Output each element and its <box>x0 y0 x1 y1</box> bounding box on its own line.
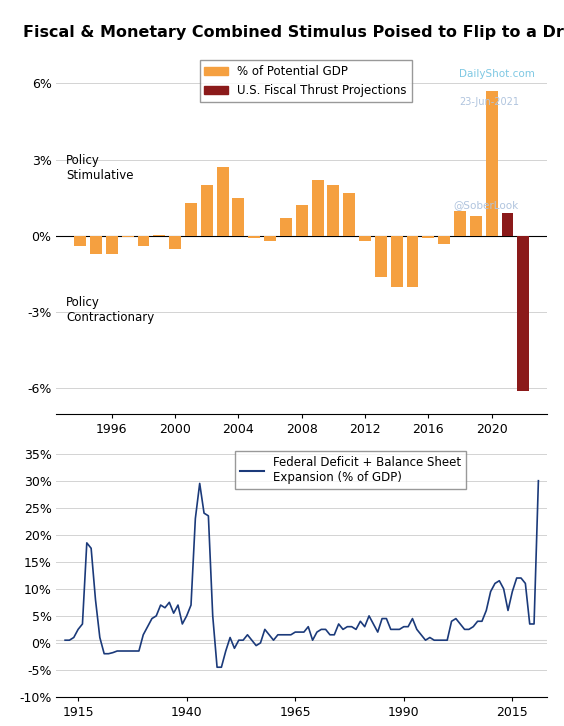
Bar <box>185 203 197 236</box>
Bar <box>517 236 529 391</box>
Bar <box>312 180 324 236</box>
Text: @SoberLook: @SoberLook <box>454 200 519 211</box>
Bar <box>280 219 292 236</box>
Bar <box>343 193 355 236</box>
Bar <box>201 185 213 236</box>
Bar <box>422 236 434 238</box>
Text: Policy
Contractionary: Policy Contractionary <box>66 296 155 325</box>
Bar <box>264 236 276 241</box>
Bar <box>232 198 244 236</box>
Bar <box>328 185 340 236</box>
Bar <box>470 216 482 236</box>
Bar <box>501 213 513 236</box>
Bar <box>169 236 181 248</box>
Bar <box>138 236 149 246</box>
Bar <box>90 236 102 254</box>
Bar <box>438 236 450 244</box>
Text: Policy
Stimulative: Policy Stimulative <box>66 154 134 182</box>
Bar <box>122 236 134 237</box>
Text: Fiscal & Monetary Combined Stimulus Poised to Flip to a Drag: Fiscal & Monetary Combined Stimulus Pois… <box>23 25 564 41</box>
Legend: % of Potential GDP, U.S. Fiscal Thrust Projections: % of Potential GDP, U.S. Fiscal Thrust P… <box>200 60 412 102</box>
Bar <box>248 236 260 238</box>
Bar <box>296 205 308 236</box>
Bar <box>391 236 403 287</box>
Bar <box>359 236 371 241</box>
Text: DailyShot.com: DailyShot.com <box>459 69 535 78</box>
Bar <box>74 236 86 246</box>
Text: 23-Jun-2021: 23-Jun-2021 <box>459 97 519 107</box>
Bar <box>375 236 387 277</box>
Legend: Federal Deficit + Balance Sheet
Expansion (% of GDP): Federal Deficit + Balance Sheet Expansio… <box>236 452 466 489</box>
Bar <box>217 168 228 236</box>
Bar <box>106 236 118 254</box>
Bar <box>454 211 466 236</box>
Bar <box>407 236 418 287</box>
Text: Source:  BCA Research: Source: BCA Research <box>56 446 175 456</box>
Bar <box>153 234 165 236</box>
Bar <box>486 91 497 236</box>
